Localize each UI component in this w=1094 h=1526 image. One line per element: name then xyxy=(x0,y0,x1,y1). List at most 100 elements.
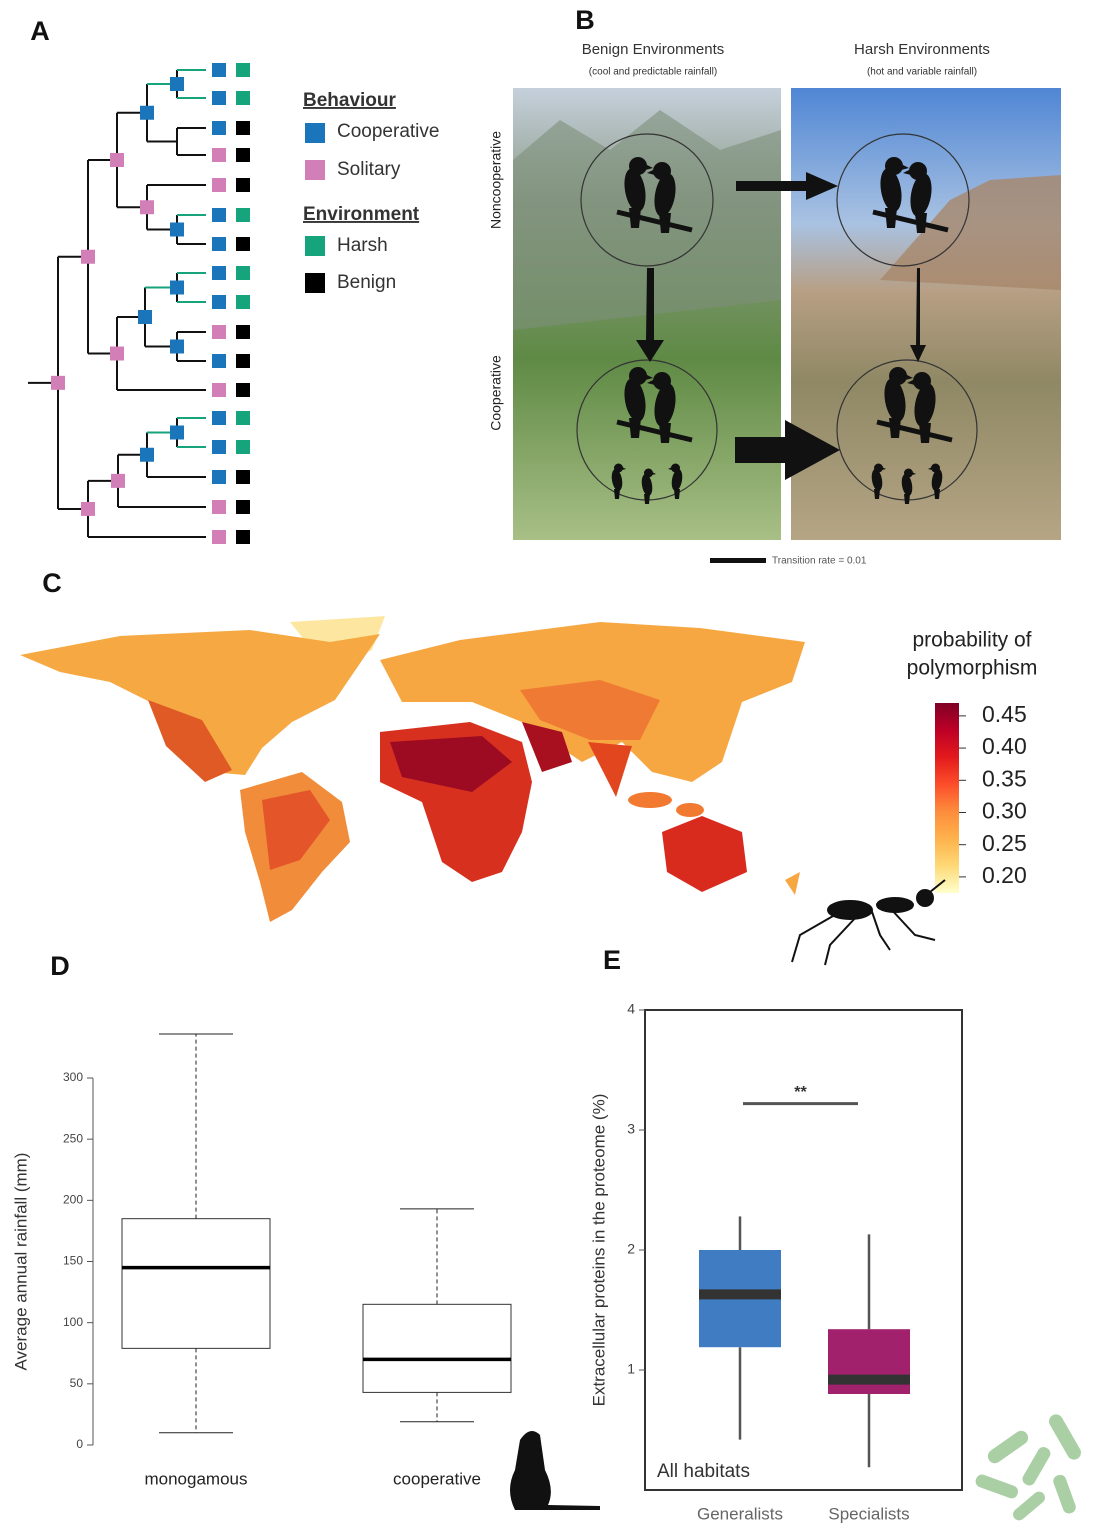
tip-behaviour xyxy=(212,295,226,309)
box xyxy=(122,1219,270,1349)
column-subtitle: (cool and predictable rainfall) xyxy=(589,67,717,78)
tip-environment xyxy=(236,148,250,162)
x-tick-label: monogamous xyxy=(144,1469,247,1488)
x-tick-label: Generalists xyxy=(697,1504,783,1523)
panel-label: A xyxy=(30,16,50,46)
legend-label: Benign xyxy=(337,272,396,293)
scale-label: Transition rate = 0.01 xyxy=(772,556,867,567)
y-tick-label: 300 xyxy=(63,1070,83,1084)
bird-head xyxy=(909,162,927,180)
column-title: Harsh Environments xyxy=(854,41,990,58)
column-title: Benign Environments xyxy=(582,41,725,58)
tip-environment xyxy=(236,237,250,251)
panel-label: C xyxy=(42,568,62,598)
bird-head xyxy=(671,464,680,473)
bird-head xyxy=(874,464,883,473)
plot-frame xyxy=(645,1010,962,1490)
node-state xyxy=(111,474,125,488)
bird-tail xyxy=(644,494,650,504)
tip-behaviour xyxy=(212,440,226,454)
tip-behaviour xyxy=(212,383,226,397)
y-tick-label: 50 xyxy=(70,1376,84,1390)
y-tick-label: 150 xyxy=(63,1254,83,1268)
legend-swatch xyxy=(305,123,325,143)
bird-head xyxy=(614,464,623,473)
node-state xyxy=(170,77,184,91)
tip-behaviour xyxy=(212,411,226,425)
node-state xyxy=(81,502,95,516)
tip-environment xyxy=(236,383,250,397)
box xyxy=(363,1304,511,1392)
bird-head xyxy=(885,157,903,175)
bird-head xyxy=(913,372,931,390)
bird-head xyxy=(629,367,647,385)
y-tick-label: 250 xyxy=(63,1131,83,1145)
y-axis-label: Extracellular proteins in the proteome (… xyxy=(589,1094,608,1407)
tip-behaviour xyxy=(212,91,226,105)
panel-label: B xyxy=(575,5,595,35)
x-tick-label: cooperative xyxy=(393,1469,481,1488)
node-state xyxy=(81,250,95,264)
phylogeny xyxy=(28,63,325,544)
tip-environment xyxy=(236,63,250,77)
node-state xyxy=(170,223,184,237)
land xyxy=(628,792,672,808)
row-label: Cooperative xyxy=(488,355,504,431)
land xyxy=(676,803,704,817)
bird-head xyxy=(931,464,940,473)
legend-label: Harsh xyxy=(337,235,388,256)
bird-tail xyxy=(904,494,910,504)
node-state xyxy=(110,347,124,361)
y-tick-label: 0 xyxy=(76,1437,83,1451)
bird-head xyxy=(904,469,913,478)
tip-environment xyxy=(236,266,250,280)
node-state xyxy=(140,106,154,120)
colorbar-tick-label: 0.30 xyxy=(982,798,1027,824)
node-state xyxy=(51,376,65,390)
tip-environment xyxy=(236,325,250,339)
transition-diagram: Benign Environments (cool and predictabl… xyxy=(488,41,1061,567)
bird-head xyxy=(889,367,907,385)
bird-tail xyxy=(659,423,671,443)
y-axis-label: Average annual rainfall (mm) xyxy=(11,1153,30,1371)
bird-tail xyxy=(659,213,671,233)
land xyxy=(662,816,747,892)
panel-label: D xyxy=(50,951,70,981)
y-tick-label: 100 xyxy=(63,1315,83,1329)
tip-behaviour xyxy=(212,354,226,368)
legend-title: Environment xyxy=(303,204,420,225)
chart: 1234Extracellular proteins in the proteo… xyxy=(589,1001,910,1524)
colorbar-title: probability of xyxy=(912,629,1031,652)
bird-tail xyxy=(919,423,931,443)
bird-tail xyxy=(885,208,897,228)
ant xyxy=(792,880,945,965)
bird-tail xyxy=(934,489,940,499)
land xyxy=(588,742,632,797)
node-state xyxy=(170,340,184,354)
bird-tail xyxy=(874,489,880,499)
tip-environment xyxy=(236,91,250,105)
legend-swatch xyxy=(305,160,325,180)
tip-environment xyxy=(236,470,250,484)
legend-swatch xyxy=(305,236,325,256)
tip-behaviour xyxy=(212,266,226,280)
legend-label: Solitary xyxy=(337,159,401,180)
legend-label: Cooperative xyxy=(337,121,439,142)
tip-behaviour xyxy=(212,325,226,339)
colorbar-tick-label: 0.40 xyxy=(982,733,1027,759)
y-tick-label: 4 xyxy=(627,1001,635,1017)
colorbar-tick-label: 0.20 xyxy=(982,862,1027,888)
tip-environment xyxy=(236,208,250,222)
land xyxy=(785,872,800,895)
colorbar-tick-label: 0.35 xyxy=(982,765,1027,791)
tip-environment xyxy=(236,178,250,192)
colorbar: 0.450.400.350.300.250.20 xyxy=(935,701,1027,893)
bird-tail xyxy=(614,489,620,499)
harsh-photo xyxy=(791,88,1061,540)
tip-behaviour xyxy=(212,470,226,484)
meerkat xyxy=(510,1431,600,1510)
bird-head xyxy=(653,162,671,180)
node-state xyxy=(170,281,184,295)
bird-tail xyxy=(915,213,927,233)
